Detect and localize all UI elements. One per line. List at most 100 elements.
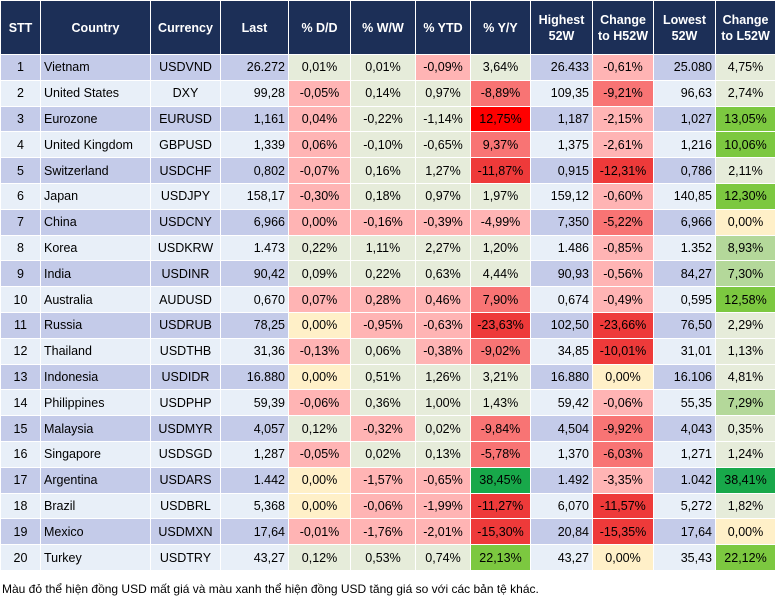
- cell-stt: 18: [0, 492, 41, 520]
- cell-country: Mexico: [40, 518, 151, 546]
- cell-last: 59,39: [220, 389, 289, 417]
- cell-ytd: -0,39%: [415, 208, 471, 236]
- cell-dd: 0,01%: [288, 54, 351, 81]
- cell-high: 4,504: [530, 415, 593, 442]
- cell-ytd: -0,65%: [415, 466, 471, 494]
- cell-high: 1.486: [530, 234, 593, 262]
- cell-last: 1.473: [220, 234, 289, 262]
- cell-high: 59,42: [530, 389, 593, 417]
- cell-ch: -11,57%: [592, 492, 654, 520]
- cell-currency: USDVND: [150, 54, 221, 81]
- cell-low: 6,966: [653, 208, 716, 236]
- cell-currency: USDTRY: [150, 544, 221, 571]
- table-row: 2 United States DXY 99,28 -0,05% 0,14% 0,97% -8…: [0, 79, 776, 107]
- table-body: 1 Vietnam USDVND 26.272 0,01% 0,01% -0,09% 3,64…: [0, 54, 776, 571]
- cell-high: 26.433: [530, 54, 593, 81]
- cell-currency: USDRUB: [150, 311, 221, 339]
- cell-yy: -4,99%: [470, 208, 531, 236]
- cell-ww: -0,16%: [350, 208, 416, 236]
- cell-ch: -9,21%: [592, 79, 654, 107]
- header-ytd: % YTD: [415, 0, 471, 55]
- cell-currency: USDARS: [150, 466, 221, 494]
- header-dd: % D/D: [288, 0, 351, 55]
- cell-currency: DXY: [150, 79, 221, 107]
- cell-high: 6,070: [530, 492, 593, 520]
- cell-ytd: 2,27%: [415, 234, 471, 262]
- cell-low: 1.042: [653, 466, 716, 494]
- cell-ch: -0,85%: [592, 234, 654, 262]
- cell-ww: 0,16%: [350, 157, 416, 184]
- cell-country: United Kingdom: [40, 131, 151, 159]
- cell-yy: -9,84%: [470, 415, 531, 442]
- cell-yy: 7,90%: [470, 286, 531, 313]
- cell-high: 0,915: [530, 157, 593, 184]
- cell-last: 0,670: [220, 286, 289, 313]
- cell-cl: 1,24%: [715, 440, 776, 468]
- cell-ytd: -0,38%: [415, 337, 471, 365]
- cell-last: 6,966: [220, 208, 289, 236]
- cell-dd: 0,07%: [288, 286, 351, 313]
- cell-country: Argentina: [40, 466, 151, 494]
- table-row: 16 Singapore USDSGD 1,287 -0,05% 0,02% 0,13% -5…: [0, 440, 776, 468]
- cell-low: 5,272: [653, 492, 716, 520]
- cell-dd: 0,00%: [288, 466, 351, 494]
- cell-last: 31,36: [220, 337, 289, 365]
- cell-low: 1,027: [653, 105, 716, 133]
- cell-ch: -10,01%: [592, 337, 654, 365]
- cell-country: China: [40, 208, 151, 236]
- cell-stt: 16: [0, 440, 41, 468]
- cell-currency: USDJPY: [150, 182, 221, 210]
- cell-yy: 3,21%: [470, 363, 531, 391]
- cell-ytd: 1,27%: [415, 157, 471, 184]
- cell-stt: 14: [0, 389, 41, 417]
- cell-ww: 0,51%: [350, 363, 416, 391]
- cell-ww: 0,02%: [350, 440, 416, 468]
- cell-ww: -0,22%: [350, 105, 416, 133]
- cell-ch: -0,60%: [592, 182, 654, 210]
- table-row: 1 Vietnam USDVND 26.272 0,01% 0,01% -0,09% 3,64…: [0, 54, 776, 81]
- cell-dd: 0,00%: [288, 311, 351, 339]
- cell-last: 43,27: [220, 544, 289, 571]
- cell-yy: 1,97%: [470, 182, 531, 210]
- cell-currency: USDKRW: [150, 234, 221, 262]
- cell-ytd: -2,01%: [415, 518, 471, 546]
- cell-high: 1,187: [530, 105, 593, 133]
- cell-last: 4,057: [220, 415, 289, 442]
- cell-low: 31,01: [653, 337, 716, 365]
- cell-yy: 22,13%: [470, 544, 531, 571]
- cell-ww: -0,06%: [350, 492, 416, 520]
- cell-dd: 0,00%: [288, 363, 351, 391]
- cell-country: Turkey: [40, 544, 151, 571]
- cell-last: 26.272: [220, 54, 289, 81]
- cell-country: Australia: [40, 286, 151, 313]
- cell-country: Thailand: [40, 337, 151, 365]
- cell-high: 34,85: [530, 337, 593, 365]
- cell-country: Japan: [40, 182, 151, 210]
- cell-ytd: -1,99%: [415, 492, 471, 520]
- header-country: Country: [40, 0, 151, 55]
- cell-stt: 9: [0, 260, 41, 288]
- cell-cl: 0,35%: [715, 415, 776, 442]
- cell-cl: 38,41%: [715, 466, 776, 494]
- cell-country: Malaysia: [40, 415, 151, 442]
- cell-stt: 13: [0, 363, 41, 391]
- cell-low: 0,786: [653, 157, 716, 184]
- cell-dd: 0,00%: [288, 492, 351, 520]
- cell-yy: -23,63%: [470, 311, 531, 339]
- cell-country: Korea: [40, 234, 151, 262]
- cell-high: 109,35: [530, 79, 593, 107]
- cell-dd: 0,06%: [288, 131, 351, 159]
- header-row: STT Country Currency Last% D/D% W/W% YTD% Y…: [0, 0, 776, 55]
- cell-currency: USDBRL: [150, 492, 221, 520]
- cell-yy: -11,87%: [470, 157, 531, 184]
- cell-ch: -0,56%: [592, 260, 654, 288]
- cell-cl: 1,13%: [715, 337, 776, 365]
- cell-last: 1,339: [220, 131, 289, 159]
- cell-country: Vietnam: [40, 54, 151, 81]
- cell-country: Singapore: [40, 440, 151, 468]
- cell-last: 158,17: [220, 182, 289, 210]
- cell-ww: 0,18%: [350, 182, 416, 210]
- cell-ytd: 0,97%: [415, 182, 471, 210]
- cell-ch: -0,49%: [592, 286, 654, 313]
- cell-ww: -1,57%: [350, 466, 416, 494]
